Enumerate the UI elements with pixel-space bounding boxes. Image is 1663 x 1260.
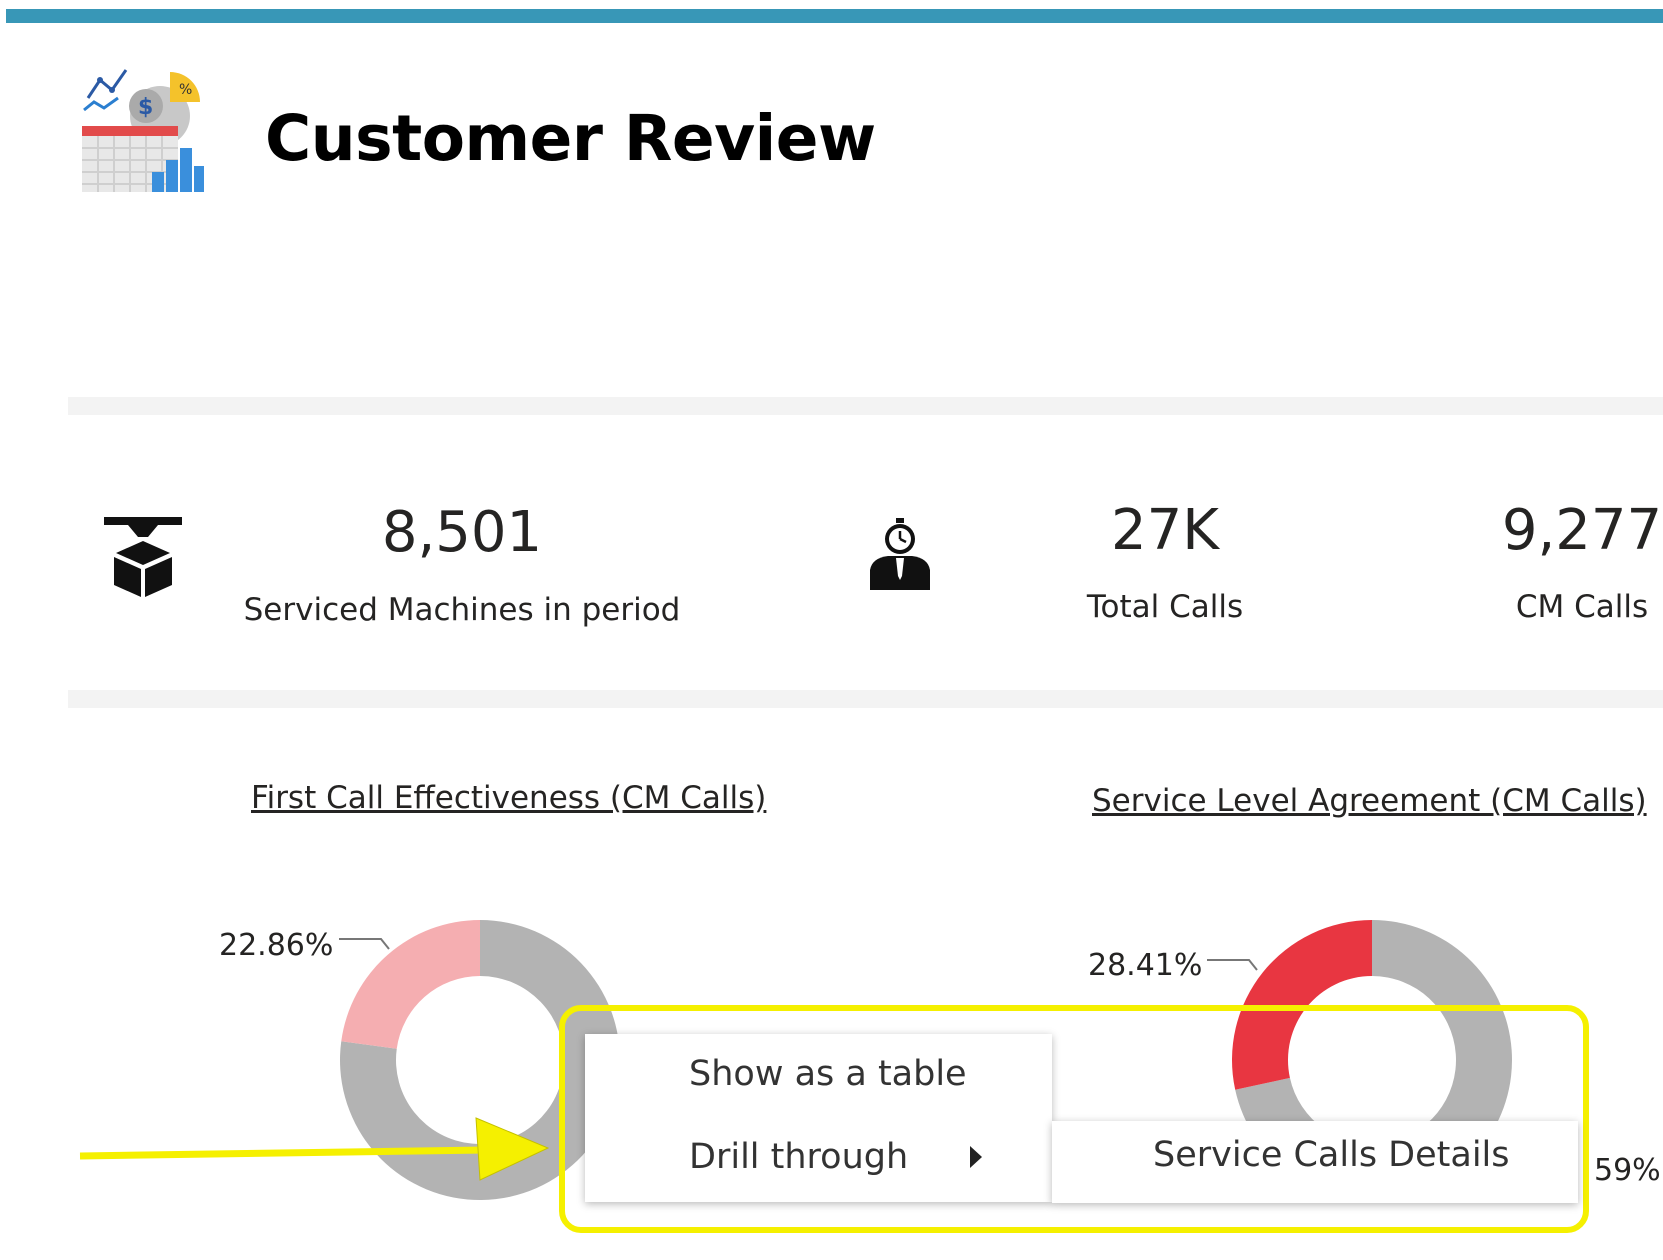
report-analytics-icon: % $ (82, 69, 204, 192)
page-title: Customer Review (265, 102, 876, 175)
chart-title-first-call[interactable]: First Call Effectiveness (CM Calls) (251, 780, 767, 816)
data-label: 22.86% (219, 928, 334, 963)
kpi-value: 8,501 (381, 500, 543, 565)
annotation-arrow-icon (79, 1117, 550, 1181)
context-menu: Show as a table Drill through (585, 1034, 1052, 1202)
data-label: 28.41% (1088, 948, 1203, 983)
top-accent-bar (6, 9, 1663, 23)
chart-title-sla[interactable]: Service Level Agreement (CM Calls) (1092, 783, 1647, 819)
leader-line (1207, 959, 1258, 971)
kpi-label: Total Calls (1086, 589, 1244, 625)
drill-through-submenu: Service Calls Details (1052, 1121, 1578, 1203)
menu-item-drill-through[interactable]: Drill through (689, 1137, 909, 1177)
kpi-label: CM Calls (1515, 589, 1649, 625)
section-divider (68, 397, 1663, 415)
donut-slice[interactable] (1232, 920, 1372, 1090)
machine-icon (104, 517, 182, 597)
leader-line (339, 938, 390, 950)
donut-chart-first-call[interactable] (330, 910, 630, 1210)
svg-text:%: % (179, 82, 192, 98)
kpi-value: 9,277 (1501, 498, 1663, 563)
technician-stopwatch-icon (870, 518, 930, 590)
kpi-label: Serviced Machines in period (243, 592, 681, 628)
svg-text:$: $ (138, 95, 153, 120)
section-divider (68, 690, 1663, 708)
kpi-value: 27K (1111, 498, 1219, 563)
menu-item-service-calls-details[interactable]: Service Calls Details (1153, 1135, 1510, 1175)
menu-item-show-as-table[interactable]: Show as a table (689, 1054, 967, 1094)
data-label: 59% (1594, 1153, 1661, 1188)
donut-slice[interactable] (341, 920, 480, 1049)
highlight-box (559, 1005, 1589, 1233)
submenu-arrow-icon (970, 1146, 982, 1168)
donut-slice[interactable] (340, 920, 620, 1200)
